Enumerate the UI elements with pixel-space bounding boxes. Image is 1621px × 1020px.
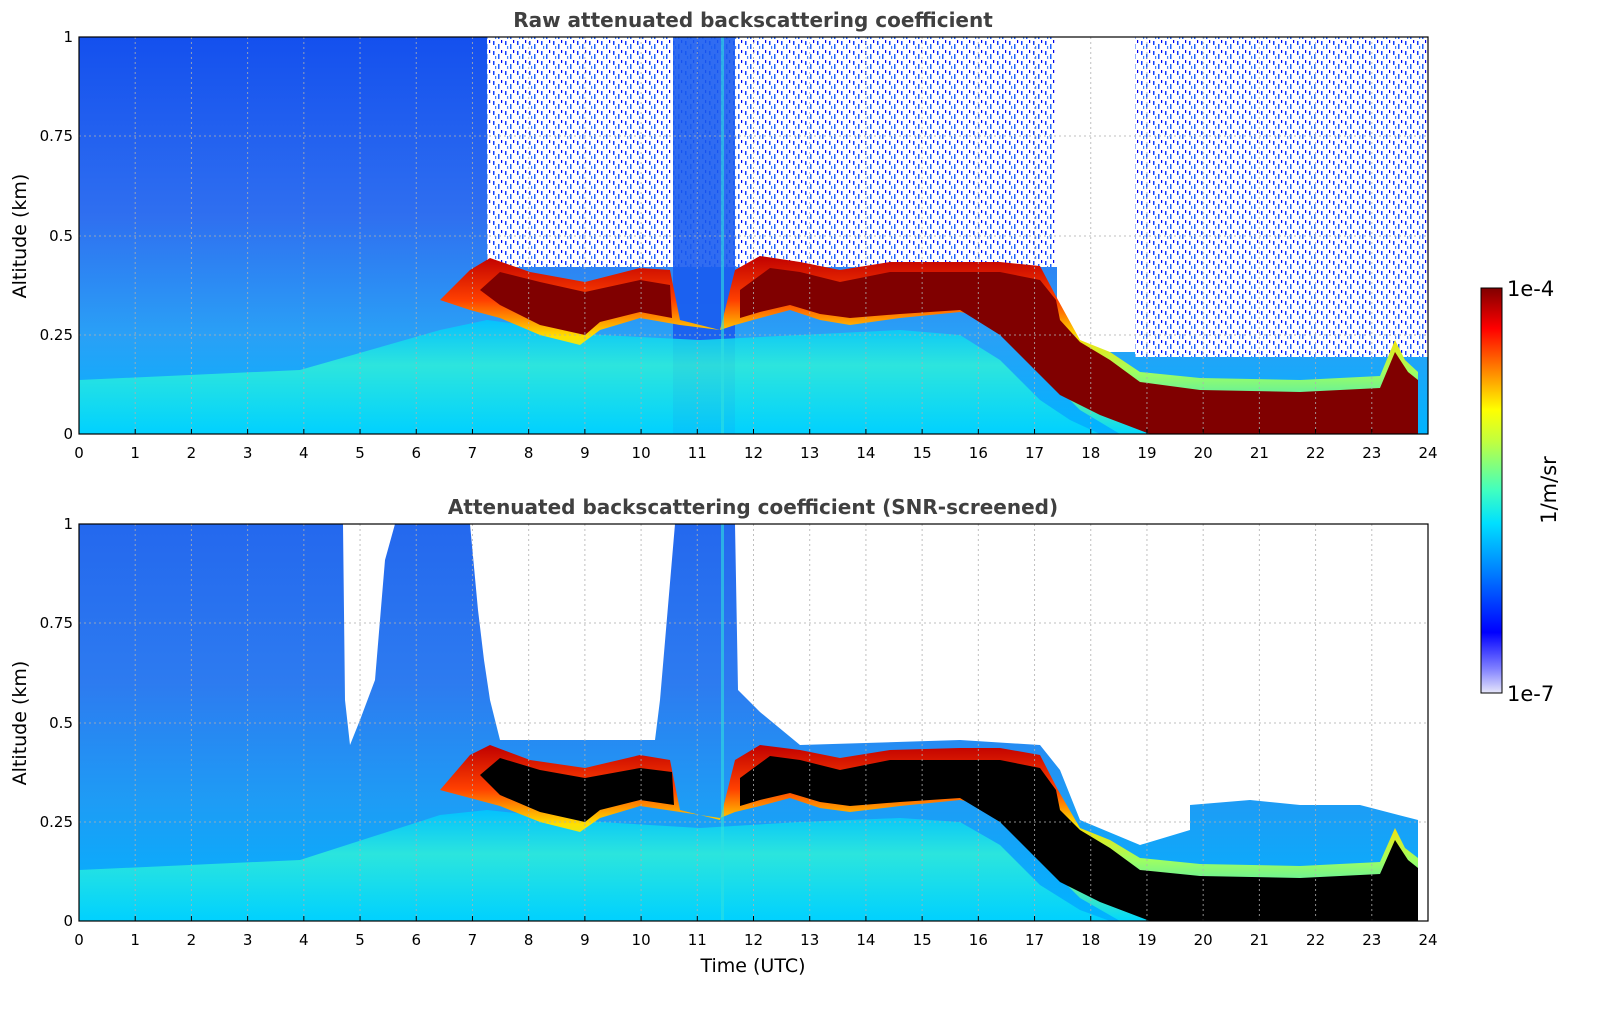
p2-xtick-1: 1 bbox=[130, 931, 140, 949]
p2-xtick-4: 4 bbox=[299, 931, 309, 949]
panel2-vgrid bbox=[134, 524, 1373, 921]
p2-xtick-8: 8 bbox=[524, 931, 534, 949]
panel1-ylabel: Altitude (km) bbox=[9, 174, 31, 299]
p2-ytick-1: 1 bbox=[63, 515, 73, 533]
panel1-noise-region-night bbox=[1135, 37, 1428, 357]
p2-xtick-24: 24 bbox=[1418, 931, 1437, 949]
p1-xtick-6: 6 bbox=[411, 444, 421, 462]
colorbar-unit-label: 1/m/sr bbox=[1537, 456, 1561, 524]
p1-ytick-05: 0.5 bbox=[49, 227, 73, 245]
panel1-y-ticks: 1 0.75 0.5 0.25 0 bbox=[40, 28, 73, 443]
p2-xtick-19: 19 bbox=[1137, 931, 1156, 949]
p1-xtick-7: 7 bbox=[468, 444, 478, 462]
p2-xtick-17: 17 bbox=[1025, 931, 1044, 949]
panel1-vgrid bbox=[134, 37, 1373, 434]
p2-xtick-13: 13 bbox=[800, 931, 819, 949]
p1-ytick-075: 0.75 bbox=[40, 127, 73, 145]
p1-xtick-2: 2 bbox=[187, 444, 197, 462]
p2-ytick-05: 0.5 bbox=[49, 714, 73, 732]
p1-xtick-22: 22 bbox=[1306, 444, 1325, 462]
p2-ytick-025: 0.25 bbox=[40, 813, 73, 831]
p2-xtick-15: 15 bbox=[913, 931, 932, 949]
colorbar-gradient bbox=[1480, 287, 1503, 694]
colorbar-min-label: 1e-7 bbox=[1507, 682, 1554, 706]
p2-xtick-5: 5 bbox=[355, 931, 365, 949]
panel2-x-ticks: 0 1 2 3 4 5 6 7 8 9 10 11 12 13 14 15 16 17 18 19 20 21 22 23 24 bbox=[74, 916, 1438, 949]
p1-xtick-18: 18 bbox=[1081, 444, 1100, 462]
panel1-empty-gap bbox=[1057, 37, 1135, 352]
p1-xtick-24: 24 bbox=[1418, 444, 1437, 462]
panel2-xlabel: Time (UTC) bbox=[699, 955, 805, 977]
raw-backscatter-panel: Raw attenuated backscattering coefficien… bbox=[9, 8, 1438, 462]
p1-xtick-12: 12 bbox=[744, 444, 763, 462]
p1-ytick-1: 1 bbox=[63, 28, 73, 46]
p2-ytick-0: 0 bbox=[63, 912, 73, 930]
p1-ytick-0: 0 bbox=[63, 425, 73, 443]
p2-xtick-2: 2 bbox=[187, 931, 197, 949]
p2-xtick-7: 7 bbox=[468, 931, 478, 949]
panel2-boundary-layer bbox=[79, 810, 1110, 921]
p1-xtick-9: 9 bbox=[580, 444, 590, 462]
p2-xtick-6: 6 bbox=[411, 931, 421, 949]
panel1-streak bbox=[721, 37, 724, 434]
panel2-ylabel: Altitude (km) bbox=[9, 661, 31, 786]
p2-xtick-21: 21 bbox=[1250, 931, 1269, 949]
p2-xtick-22: 22 bbox=[1306, 931, 1325, 949]
p1-xtick-11: 11 bbox=[688, 444, 707, 462]
p1-xtick-5: 5 bbox=[355, 444, 365, 462]
p1-xtick-13: 13 bbox=[800, 444, 819, 462]
panel1-title: Raw attenuated backscattering coefficien… bbox=[513, 8, 993, 32]
p2-xtick-11: 11 bbox=[688, 931, 707, 949]
p1-xtick-16: 16 bbox=[969, 444, 988, 462]
p1-xtick-3: 3 bbox=[243, 444, 253, 462]
panel2-streak bbox=[721, 524, 724, 921]
p2-xtick-9: 9 bbox=[580, 931, 590, 949]
p1-xtick-15: 15 bbox=[913, 444, 932, 462]
p1-xtick-14: 14 bbox=[856, 444, 875, 462]
p1-xtick-19: 19 bbox=[1137, 444, 1156, 462]
p2-xtick-18: 18 bbox=[1081, 931, 1100, 949]
panel1-x-ticks: 0 1 2 3 4 5 6 7 8 9 10 11 12 13 14 15 16 17 18 19 20 21 22 23 24 bbox=[74, 429, 1438, 462]
p2-xtick-0: 0 bbox=[74, 931, 84, 949]
p2-xtick-20: 20 bbox=[1194, 931, 1213, 949]
snr-screened-panel: Attenuated backscattering coefficient (S… bbox=[9, 495, 1438, 977]
p1-ytick-025: 0.25 bbox=[40, 326, 73, 344]
p2-xtick-3: 3 bbox=[243, 931, 253, 949]
p1-xtick-4: 4 bbox=[299, 444, 309, 462]
panel2-screened-signal bbox=[79, 524, 1418, 921]
panel1-cloud-layer-core bbox=[480, 268, 1418, 434]
p1-xtick-20: 20 bbox=[1194, 444, 1213, 462]
panel2-y-ticks: 1 0.75 0.5 0.25 0 bbox=[40, 515, 73, 930]
p1-xtick-8: 8 bbox=[524, 444, 534, 462]
p1-xtick-17: 17 bbox=[1025, 444, 1044, 462]
p1-xtick-0: 0 bbox=[74, 444, 84, 462]
p2-xtick-14: 14 bbox=[856, 931, 875, 949]
panel1-boundary-layer bbox=[79, 320, 1100, 434]
p2-xtick-12: 12 bbox=[744, 931, 763, 949]
panel2-saturated-core bbox=[480, 756, 1418, 921]
p2-xtick-16: 16 bbox=[969, 931, 988, 949]
p1-xtick-1: 1 bbox=[130, 444, 140, 462]
panel1-noise-region bbox=[487, 37, 1057, 267]
p1-xtick-10: 10 bbox=[632, 444, 651, 462]
colorbar: 1e-4 1e-7 1/m/sr bbox=[1480, 277, 1561, 706]
panel2-title: Attenuated backscattering coefficient (S… bbox=[448, 495, 1058, 519]
p2-xtick-10: 10 bbox=[632, 931, 651, 949]
p1-xtick-23: 23 bbox=[1362, 444, 1381, 462]
colorbar-max-label: 1e-4 bbox=[1507, 277, 1554, 301]
p1-xtick-21: 21 bbox=[1250, 444, 1269, 462]
p2-xtick-23: 23 bbox=[1362, 931, 1381, 949]
p2-ytick-075: 0.75 bbox=[40, 614, 73, 632]
